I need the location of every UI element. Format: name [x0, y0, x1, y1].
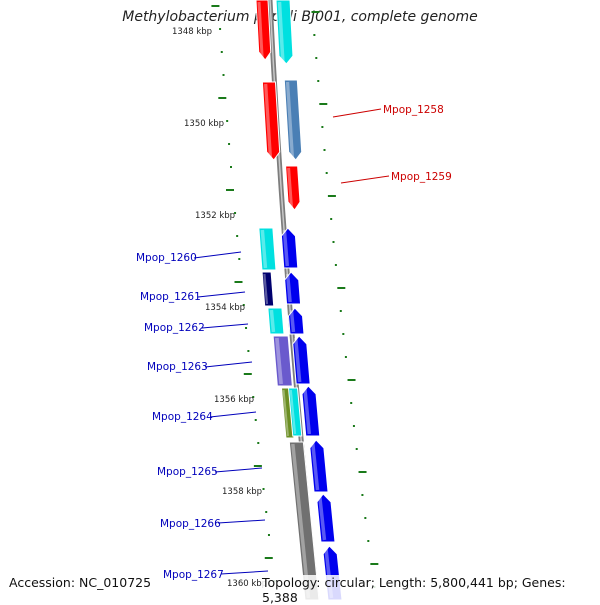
- callout-mpop-1262: [201, 323, 249, 329]
- tick-labels: 1348 kbp 1350 kbp 1352 kbp 1354 kbp 1356…: [172, 27, 267, 589]
- gene-label-mpop-1260[interactable]: Mpop_1260: [136, 252, 197, 264]
- outer-tick-ring: [311, 11, 379, 588]
- tick-label-1354: 1354 kbp: [205, 303, 245, 313]
- gene-callouts: [193, 108, 390, 575]
- gene-feature-mpop-1261-shine: [263, 273, 269, 305]
- inner-tick-ring: [211, 5, 276, 582]
- gene-label-mpop-1266[interactable]: Mpop_1266: [160, 518, 221, 530]
- gene-feature-mpop-1265[interactable]: [288, 441, 320, 600]
- gene-feature-mpop-1262[interactable]: [267, 307, 285, 335]
- callout-mpop-1260: [193, 251, 242, 259]
- tick-label-1352: 1352 kbp: [195, 211, 235, 221]
- gene-feature-mpop-1261-arrow[interactable]: [284, 271, 302, 305]
- callout-mpop-1259: [340, 175, 390, 184]
- topology-text: Topology: circular; Length: 5,800,441 bp…: [262, 575, 600, 605]
- gene-label-mpop-1259[interactable]: Mpop_1259: [391, 171, 452, 183]
- gene-feature-mpop-1262-arrow-shine: [289, 309, 296, 333]
- map-title: Methylobacterium populi BJ001, complete …: [122, 9, 478, 25]
- tick-label-1348: 1348 kbp: [172, 27, 212, 37]
- gene-feature-mpop-1259-shine: [287, 167, 294, 209]
- gene-feature-mpop-1262-arrow[interactable]: [288, 307, 305, 335]
- gene-feature-mpop-1266-arrow-shine: [317, 495, 327, 541]
- gene-feature-mpop-1258[interactable]: [283, 79, 303, 161]
- gene-feature-mpop-1262-shine: [269, 309, 276, 333]
- tick-label-1360: 1360 kbp: [227, 579, 267, 589]
- gene-feature-mpop-1263-arrow-shine: [293, 337, 302, 383]
- gene-feature-mpop-1263-shine: [275, 337, 283, 385]
- accession-text: Accession: NC_010725: [9, 575, 152, 590]
- gene-feature-mpop-1265-arrow[interactable]: [309, 439, 329, 493]
- gene-feature-mpop-1263-arrow[interactable]: [292, 335, 311, 385]
- gene-feature-mpop-1260-arrow[interactable]: [280, 227, 299, 269]
- gene-feature-mpop-1260-shine: [260, 229, 268, 269]
- gene-feature-red[interactable]: [255, 0, 272, 61]
- gene-label-mpop-1264[interactable]: Mpop_1264: [152, 411, 213, 423]
- gene-label-mpop-1258[interactable]: Mpop_1258: [383, 104, 444, 116]
- gene-feature-mpop-1266-arrow[interactable]: [316, 493, 336, 543]
- gene-feature-mpop-1260-arrow-shine: [282, 229, 290, 267]
- callout-mpop-1267: [220, 570, 269, 575]
- gene-label-mpop-1265[interactable]: Mpop_1265: [157, 466, 218, 478]
- gene-feature-mpop-1264-arrow[interactable]: [301, 385, 321, 437]
- callout-mpop-1261: [197, 291, 246, 298]
- callout-mpop-1265: [214, 467, 263, 473]
- gene-feature-mpop-1264-shine: [282, 389, 289, 437]
- gene-label-mpop-1267[interactable]: Mpop_1267: [163, 569, 224, 581]
- gene-label-mpop-1263[interactable]: Mpop_1263: [147, 361, 208, 373]
- gene-feature-mpop-1264[interactable]: [280, 387, 295, 439]
- gene-feature-mpop-1261[interactable]: [261, 271, 275, 307]
- callout-mpop-1263: [204, 361, 253, 368]
- gene-feature-cyan-shine: [277, 1, 285, 63]
- tick-label-1350: 1350 kbp: [184, 119, 224, 129]
- callout-mpop-1258: [332, 108, 382, 118]
- gene-feature-mpop-1263[interactable]: [272, 335, 293, 387]
- gene-feature-mpop-1264b-shine: [289, 389, 297, 435]
- gene-feature-mpop-1260[interactable]: [258, 227, 277, 271]
- gene-feature-mpop-1264-arrow-shine: [303, 387, 312, 435]
- gene-label-mpop-1261[interactable]: Mpop_1261: [140, 291, 201, 303]
- gene-feature-mpop-1261-arrow-shine: [285, 273, 292, 303]
- tick-label-1358: 1358 kbp: [222, 487, 262, 497]
- callout-mpop-1264: [209, 411, 257, 418]
- gene-feature-mpop-1265-arrow-shine: [310, 441, 320, 491]
- gene-features: [255, 0, 343, 600]
- gene-label-mpop-1262[interactable]: Mpop_1262: [144, 322, 205, 334]
- gene-feature-mpop-1258-adj-shine: [264, 83, 273, 159]
- tick-label-1356: 1356 kbp: [214, 395, 254, 405]
- gene-feature-cyan[interactable]: [275, 0, 294, 65]
- gene-labels: Mpop_1258 Mpop_1259 Mpop_1260 Mpop_1261 …: [136, 104, 452, 581]
- gene-feature-mpop-1258-shine: [285, 81, 295, 159]
- callout-mpop-1266: [217, 519, 266, 524]
- gene-feature-mpop-1259[interactable]: [285, 165, 301, 211]
- gene-feature-mpop-1264b[interactable]: [287, 387, 303, 437]
- gene-feature-red-shine: [257, 1, 264, 59]
- gene-feature-mpop-1265-shine: [291, 443, 311, 599]
- gene-feature-mpop-1258-adj[interactable]: [261, 81, 281, 161]
